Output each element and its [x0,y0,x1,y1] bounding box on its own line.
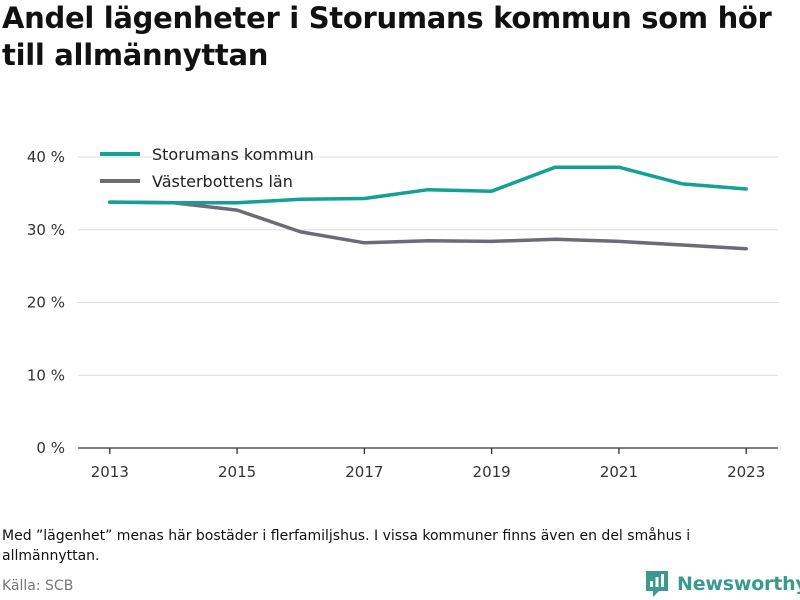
x-axis-labels: 2013 2015 2017 2019 2021 2023 [91,463,766,481]
series-line-0 [108,165,748,205]
y-axis-labels: 0 % 10 % 20 % 30 % 40 % [27,148,65,457]
legend-label: Västerbottens län [152,172,293,191]
x-tick-label: 2015 [218,463,256,481]
legend-label: Storumans kommun [152,145,314,164]
y-tick-label: 30 % [27,221,65,239]
series-lines [108,165,748,251]
y-tick-label: 20 % [27,294,65,312]
brand-logo: Newsworthy [644,568,800,600]
x-tick-label: 2013 [91,463,129,481]
source-label: Källa: SCB [2,578,74,594]
y-tick-label: 0 % [36,439,65,457]
y-tick-label: 40 % [27,148,65,166]
y-tick-label: 10 % [27,366,65,384]
x-axis [78,447,778,454]
x-tick-label: 2021 [600,463,638,481]
brand-name: Newsworthy [677,573,800,595]
newsworthy-logo-icon [646,571,668,597]
x-tick-label: 2017 [345,463,383,481]
x-tick-label: 2023 [727,463,765,481]
line-chart: 0 % 10 % 20 % 30 % 40 % 2013 2015 2017 2019 2021… [27,145,778,481]
legend: Storumans kommun Västerbottens län [100,145,314,191]
x-tick-label: 2019 [473,463,511,481]
grid-lines [78,156,778,376]
footnote: Med ”lägenhet” menas här bostäder i fler… [2,528,691,564]
chart-title: Andel lägenheter i Storumans kommun som … [2,1,772,72]
series-line-1 [108,200,748,251]
